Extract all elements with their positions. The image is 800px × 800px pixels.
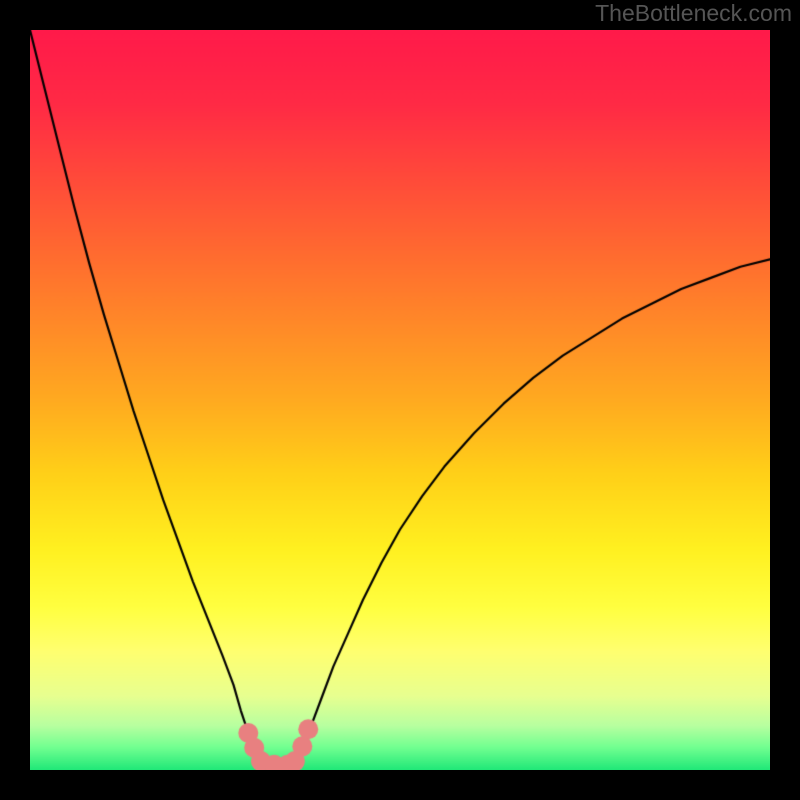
stage: TheBottleneck.com (0, 0, 800, 800)
bottleneck-curve (30, 30, 770, 770)
watermark-text: TheBottleneck.com (595, 0, 792, 27)
plot-area (30, 30, 770, 770)
